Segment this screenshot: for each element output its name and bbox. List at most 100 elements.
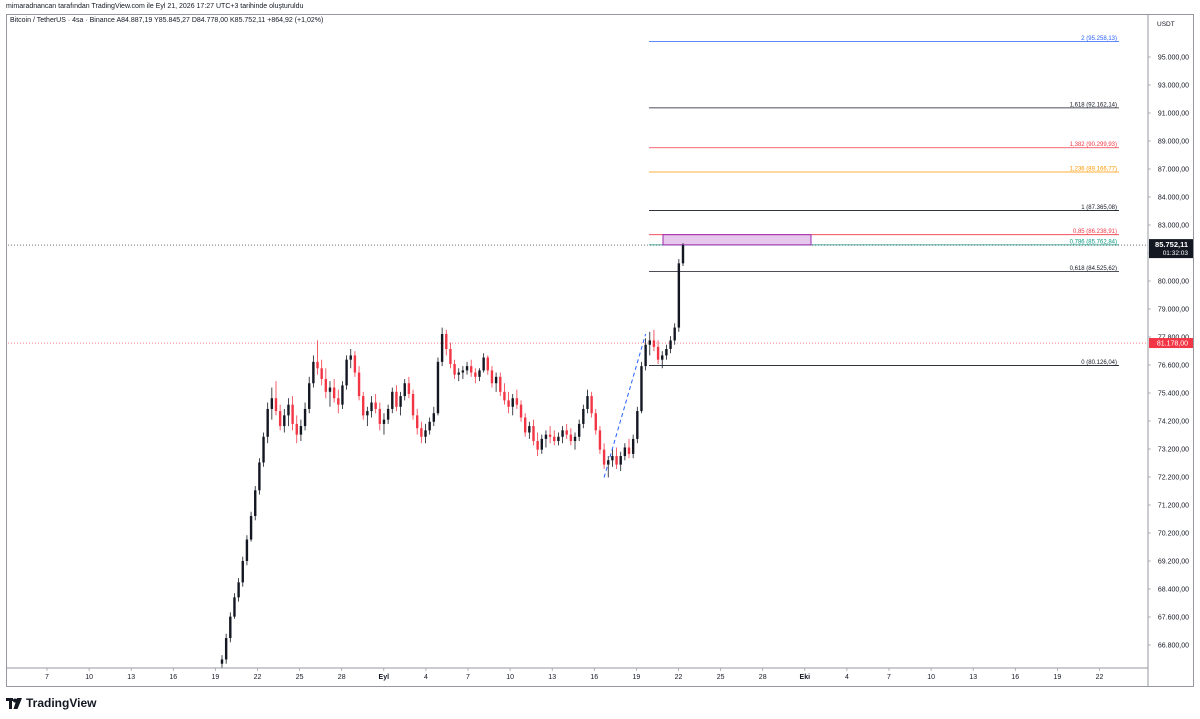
candle-body <box>220 659 224 664</box>
candle-body <box>677 263 681 328</box>
candle <box>220 655 224 668</box>
candle <box>681 243 685 266</box>
candle <box>519 400 523 422</box>
y-tick-label: 69.200,00 <box>1158 559 1189 566</box>
y-tick-label: 68.400,00 <box>1158 587 1189 594</box>
candle <box>291 396 294 431</box>
candle-body <box>258 462 261 491</box>
candle-body <box>391 391 394 409</box>
candle <box>627 438 631 459</box>
candle-body <box>636 411 639 439</box>
candle <box>469 359 473 377</box>
candle <box>523 413 527 437</box>
candle-body <box>503 391 506 401</box>
y-tick-label: 91.000,00 <box>1158 111 1189 118</box>
candle <box>532 419 535 446</box>
candle <box>386 404 390 424</box>
candle-body <box>548 434 552 437</box>
candle-body <box>544 434 548 439</box>
candle <box>391 387 394 414</box>
x-tick-label: 19 <box>212 674 220 681</box>
attribution-text: mimaradnancan tarafından TradingView.com… <box>6 3 304 10</box>
candle <box>461 366 465 379</box>
candle <box>428 417 431 435</box>
candle-body <box>519 404 523 418</box>
candle-body <box>312 361 315 384</box>
symbol-info-legend: Bitcoin / TetherUS · 4sa · Binance A84.8… <box>10 17 324 24</box>
candle <box>648 331 651 356</box>
candle-body <box>536 441 539 450</box>
candle-body <box>528 426 531 433</box>
candle-body <box>661 355 664 360</box>
candle <box>303 402 307 431</box>
candle <box>274 381 278 416</box>
candle <box>407 376 411 399</box>
candle-body <box>486 357 490 371</box>
x-tick-label: 4 <box>424 674 428 681</box>
candle-body <box>482 357 485 371</box>
last-price-value: 85.752,11 <box>1155 240 1188 249</box>
candle-body <box>357 372 361 397</box>
candle-body <box>499 376 502 392</box>
x-tick-label: 10 <box>927 674 935 681</box>
candle-body <box>337 398 340 405</box>
candle <box>503 383 506 405</box>
candle <box>565 423 568 439</box>
candle-body <box>299 426 303 435</box>
candle <box>544 430 548 448</box>
candle-body <box>249 515 253 540</box>
candle-body <box>457 372 460 375</box>
candle-body <box>582 408 585 424</box>
candle-body <box>353 355 357 373</box>
candle <box>636 406 639 444</box>
candle <box>374 393 377 414</box>
candle-body <box>532 426 535 442</box>
candle-body <box>640 366 643 412</box>
candle-body <box>507 400 510 407</box>
candle <box>553 430 556 446</box>
x-tick-label: 28 <box>338 674 346 681</box>
candle <box>677 259 681 332</box>
candle <box>569 428 573 446</box>
y-tick-label: 76.600,00 <box>1158 363 1189 370</box>
candle <box>287 398 290 427</box>
candle-body <box>308 383 311 409</box>
candle <box>457 368 460 382</box>
currency-label: USDT <box>1157 21 1175 28</box>
candle-body <box>569 434 573 442</box>
x-tick-label: 22 <box>1096 674 1104 681</box>
candle <box>499 372 502 397</box>
candle-body <box>320 368 323 379</box>
candle-body <box>382 419 386 424</box>
candle-body <box>449 348 452 364</box>
candle <box>582 404 585 429</box>
candle-body <box>573 436 577 442</box>
target-zone-box[interactable] <box>662 234 812 246</box>
candle-body <box>602 449 606 465</box>
candle <box>611 449 614 467</box>
candle <box>332 378 336 403</box>
x-tick-label: 7 <box>45 674 49 681</box>
candle-body <box>411 393 415 416</box>
candle-body <box>523 417 527 433</box>
candle-body <box>428 421 431 431</box>
candle <box>403 378 406 401</box>
y-tick-label: 87.000,00 <box>1158 167 1189 174</box>
candle-body <box>478 370 481 377</box>
candle-body <box>553 436 556 442</box>
candle <box>561 426 564 444</box>
candle <box>490 366 494 388</box>
fib-level-label: 0 (80.126,04) <box>1081 360 1117 366</box>
x-tick-label: 13 <box>127 674 135 681</box>
candle-body <box>270 398 274 409</box>
candle <box>362 391 365 420</box>
y-tick-label: 75.400,00 <box>1158 391 1189 398</box>
candle-body <box>577 423 581 437</box>
ref-price-value: 81.178,00 <box>1157 341 1188 348</box>
y-tick-label: 71.200,00 <box>1158 503 1189 510</box>
candle <box>283 408 286 433</box>
candle-body <box>403 383 406 397</box>
x-tick-label: Eki <box>800 674 811 681</box>
candle-body <box>303 408 307 427</box>
